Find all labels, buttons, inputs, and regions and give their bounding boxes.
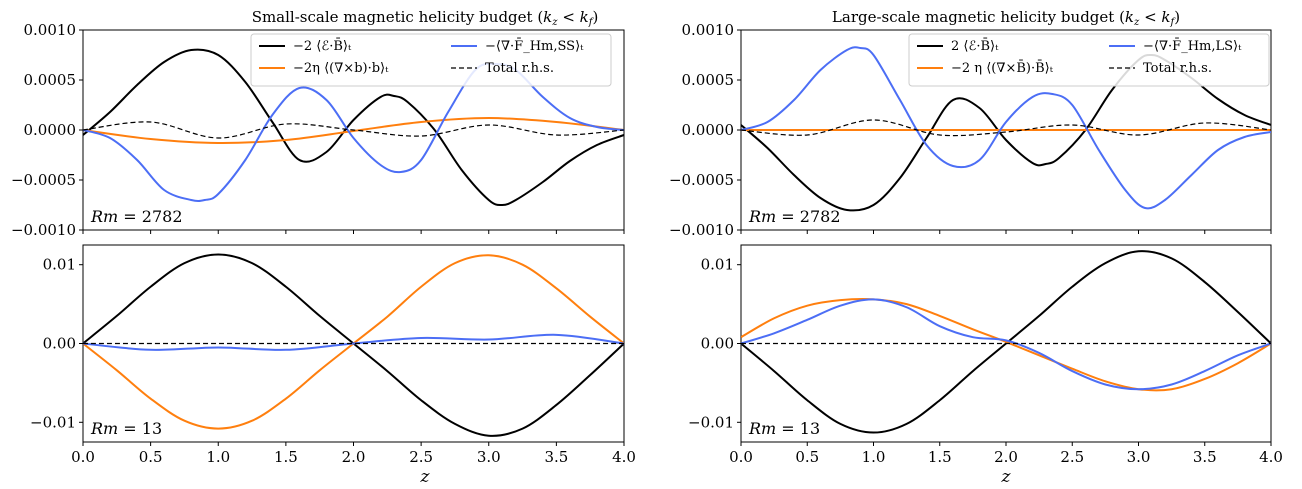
xtick-label: 1.5 (274, 448, 298, 466)
xlabel-right: z (1001, 467, 1012, 487)
xtick-label: 3.0 (477, 448, 501, 466)
xlabel-left: z (420, 467, 431, 487)
rm-annotation: Rm = 13 (748, 419, 820, 438)
series-line-1 (83, 116, 624, 145)
legend-label-3: Total r.h.s. (485, 61, 554, 76)
ytick-label: −0.01 (688, 413, 734, 431)
xtick-label: 0.0 (729, 448, 753, 466)
ytick-label: 0.00 (701, 335, 734, 353)
rm-annotation: Rm = 2782 (90, 207, 183, 226)
ytick-label: 0.01 (43, 256, 76, 274)
legend-box (250, 33, 612, 87)
xtick-label: 4.0 (612, 448, 636, 466)
ytick-label: 0.01 (701, 256, 734, 274)
legend-label-2: −⟨∇·F̄_Hm,LS⟩ₜ (1143, 38, 1242, 54)
panel-title-right: Large-scale magnetic helicity budget (kz… (832, 8, 1180, 28)
ytick-label: −0.0010 (11, 221, 76, 239)
xtick-label: 1.0 (862, 448, 886, 466)
xtick-label: 2.0 (342, 448, 366, 466)
xtick-label: 0.5 (139, 448, 163, 466)
xtick-label: 2.0 (994, 448, 1018, 466)
series-line-1 (83, 254, 624, 430)
legend-label-0: 2 ⟨ℰ·B̄⟩ₜ (951, 38, 999, 54)
ytick-label: 0.0010 (24, 21, 77, 39)
series-line-3 (83, 121, 624, 139)
xtick-label: 0.0 (71, 448, 95, 466)
ytick-label: 0.0000 (682, 121, 735, 139)
ytick-label: −0.0005 (669, 171, 734, 189)
panel-bottom-right: 0.01 0.00 −0.01 0.0 0.5 1.0 1.5 2.0 2.5 3.0 3.5 4.0… (688, 244, 1283, 466)
xtick-label: 4.0 (1259, 448, 1283, 466)
legend-label-1: −2 η ⟨(∇×B̄)·B̄⟩ₜ (951, 60, 1054, 76)
ytick-label: 0.00 (43, 335, 76, 353)
xtick-label: 3.5 (1193, 448, 1217, 466)
panel-bottom-left: 0.01 0.00 −0.01 0.0 0.5 1.0 1.5 2.0 2.5 3.0 3.5 4.0… (30, 244, 636, 466)
xtick-label: 0.5 (795, 448, 819, 466)
xtick-label: 2.5 (1060, 448, 1084, 466)
legend-label-3: Total r.h.s. (1143, 61, 1212, 76)
rm-annotation: Rm = 13 (90, 419, 162, 438)
legend-label-0: −2 ⟨ℰ·B̄⟩ₜ (293, 38, 352, 54)
ytick-label: −0.01 (30, 413, 76, 431)
xtick-label: 3.5 (544, 448, 568, 466)
series-line-2 (83, 333, 624, 351)
ytick-label: −0.0005 (11, 171, 76, 189)
legend-box (908, 33, 1270, 87)
panel-title-left: Small-scale magnetic helicity budget (kz… (252, 8, 599, 28)
xtick-label: 3.0 (1127, 448, 1151, 466)
xtick-label: 1.0 (206, 448, 230, 466)
xtick-label: 2.5 (409, 448, 433, 466)
ytick-label: 0.0010 (682, 21, 735, 39)
series-line-3 (741, 119, 1271, 137)
ytick-label: 0.0005 (24, 71, 77, 89)
legend-label-2: −⟨∇·F̄_Hm,SS⟩ₜ (485, 38, 584, 54)
series-line-0 (83, 48, 624, 207)
series-line-1 (741, 298, 1271, 392)
panel-top-right: 0.0010 0.0005 0.0000 −0.0005 −0.0010 Rm = 278… (669, 21, 1272, 239)
ytick-label: −0.0010 (669, 221, 734, 239)
series-line-2 (741, 46, 1271, 210)
panel-top-left: 0.0010 0.0005 0.0000 −0.0005 −0.0010 Rm = 278… (11, 21, 625, 239)
ytick-label: 0.0005 (682, 71, 735, 89)
panels: 0.0010 0.0005 0.0000 −0.0005 −0.0010 Rm = 278… (11, 21, 1283, 466)
legend-label-1: −2η ⟨(∇×b)·b⟩ₜ (293, 61, 389, 76)
xtick-label: 1.5 (928, 448, 952, 466)
rm-annotation: Rm = 2782 (748, 207, 841, 226)
series-line-2 (741, 298, 1271, 391)
ytick-label: 0.0000 (24, 121, 77, 139)
